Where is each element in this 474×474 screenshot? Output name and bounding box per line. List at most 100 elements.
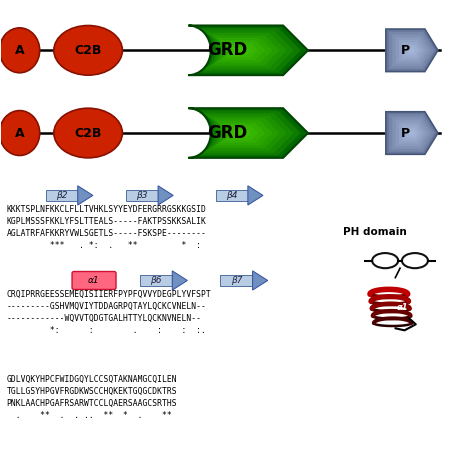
Text: PNKLAACHPGAFRSARWTCCLQAERSAAGCSRTHS: PNKLAACHPGAFRSARWTCCLQAERSAAGCSRTHS [6, 399, 177, 408]
Text: GRD: GRD [208, 124, 248, 142]
Polygon shape [396, 120, 428, 146]
Text: ---------GSHVMQVIYTDDAGRPQTAYLQCKCVNELN--: ---------GSHVMQVIYTDDAGRPQTAYLQCKCVNELN-… [6, 302, 206, 311]
Polygon shape [386, 112, 438, 155]
Polygon shape [232, 130, 244, 136]
Text: P: P [401, 127, 410, 139]
Polygon shape [213, 38, 273, 63]
Text: GRD: GRD [208, 41, 248, 59]
Polygon shape [248, 186, 263, 205]
Text: ***   . *:  .   **         *  :: *** . *: . ** * : [6, 240, 201, 249]
FancyBboxPatch shape [72, 272, 116, 290]
Polygon shape [193, 28, 301, 73]
Polygon shape [216, 190, 248, 201]
Polygon shape [402, 125, 421, 141]
Text: AGLATRFAFKKRYVWLSGETLS-----FSKSPE--------: AGLATRFAFKKRYVWLSGETLS-----FSKSPE-------… [6, 229, 206, 238]
Ellipse shape [0, 110, 40, 156]
Polygon shape [46, 190, 78, 201]
Text: β6: β6 [150, 276, 162, 285]
Text: KKKTSPLNFKKCLFLLTVHKLSYYEYDFERGRRGSKKGSID: KKKTSPLNFKKCLFLLTVHKLSYYEYDFERGRRGSKKGSI… [6, 205, 206, 214]
Text: CRQIPRRGEESSEMEQISIIERFPYPFQVVYDEGPLYVFSPT: CRQIPRRGEESSEMEQISIIERFPYPFQVVYDEGPLYVFS… [6, 290, 211, 299]
Ellipse shape [9, 121, 30, 145]
Ellipse shape [71, 120, 106, 146]
Polygon shape [203, 33, 287, 68]
Text: A: A [15, 44, 25, 57]
Polygon shape [402, 42, 421, 58]
Text: β7: β7 [231, 276, 242, 285]
Ellipse shape [2, 30, 37, 70]
Text: PH domain: PH domain [343, 227, 407, 237]
Ellipse shape [66, 35, 110, 66]
Polygon shape [78, 186, 93, 205]
Text: C2B: C2B [74, 127, 102, 139]
Polygon shape [253, 271, 268, 290]
Ellipse shape [58, 28, 118, 72]
Polygon shape [213, 120, 273, 146]
Ellipse shape [62, 31, 114, 69]
Polygon shape [389, 114, 435, 152]
Polygon shape [193, 111, 301, 155]
Polygon shape [405, 128, 419, 138]
Polygon shape [208, 36, 280, 65]
Ellipse shape [14, 45, 25, 56]
Polygon shape [392, 117, 431, 149]
Polygon shape [126, 190, 158, 201]
Polygon shape [228, 128, 251, 138]
Ellipse shape [79, 44, 97, 57]
Text: β3: β3 [136, 191, 148, 200]
Polygon shape [189, 108, 308, 158]
Ellipse shape [75, 41, 101, 60]
Polygon shape [208, 118, 280, 148]
Ellipse shape [12, 124, 27, 142]
Ellipse shape [62, 114, 114, 152]
Ellipse shape [66, 117, 110, 149]
Polygon shape [218, 123, 265, 143]
Polygon shape [222, 126, 258, 140]
Text: A: A [15, 127, 25, 139]
Ellipse shape [4, 116, 35, 150]
Text: GDLVQKYHPCFWIDGQYLCCSQTAKNAMGCQILEN: GDLVQKYHPCFWIDGQYLCCSQTAKNAMGCQILEN [6, 375, 177, 384]
Polygon shape [228, 46, 251, 55]
Polygon shape [198, 30, 294, 70]
Ellipse shape [79, 127, 97, 139]
Polygon shape [203, 116, 287, 150]
Polygon shape [140, 275, 172, 286]
Polygon shape [409, 48, 415, 53]
Polygon shape [392, 35, 431, 66]
Polygon shape [158, 186, 173, 205]
Polygon shape [405, 45, 419, 55]
Text: β2: β2 [56, 191, 67, 200]
Polygon shape [220, 275, 253, 286]
Polygon shape [409, 130, 415, 136]
Text: α1: α1 [88, 276, 100, 285]
Text: P: P [401, 44, 410, 57]
Ellipse shape [2, 113, 37, 153]
Polygon shape [189, 26, 308, 75]
Text: *:      :        .    :    :  :.: *: : . : : :. [6, 326, 206, 335]
Ellipse shape [54, 108, 123, 158]
Text: .    **  .  . ..  **  *  .    **: . ** . . .. ** * . ** [6, 410, 172, 419]
Text: α1: α1 [397, 303, 408, 312]
Polygon shape [399, 40, 425, 61]
Ellipse shape [12, 42, 27, 59]
Polygon shape [396, 37, 428, 64]
Text: KGPLMSSSFKKLYFSLTTEALS-----FAKTPSSKKSALIK: KGPLMSSSFKKLYFSLTTEALS-----FAKTPSSKKSALI… [6, 217, 206, 226]
Ellipse shape [7, 36, 32, 64]
Text: C2B: C2B [74, 44, 102, 57]
Ellipse shape [7, 119, 32, 147]
Ellipse shape [58, 111, 118, 155]
Ellipse shape [4, 33, 35, 67]
Polygon shape [389, 32, 435, 69]
Ellipse shape [17, 130, 22, 136]
Ellipse shape [83, 130, 92, 137]
Polygon shape [386, 29, 438, 72]
Ellipse shape [0, 27, 40, 73]
Text: ------------WQVVTQDGTGALHTTYLQCKNVNELN--: ------------WQVVTQDGTGALHTTYLQCKNVNELN-- [6, 314, 201, 323]
Ellipse shape [83, 47, 92, 54]
Polygon shape [222, 43, 258, 58]
Polygon shape [399, 122, 425, 144]
Polygon shape [172, 271, 187, 290]
Polygon shape [218, 40, 265, 60]
Ellipse shape [9, 39, 30, 62]
Ellipse shape [17, 47, 22, 54]
Text: β4: β4 [226, 191, 237, 200]
